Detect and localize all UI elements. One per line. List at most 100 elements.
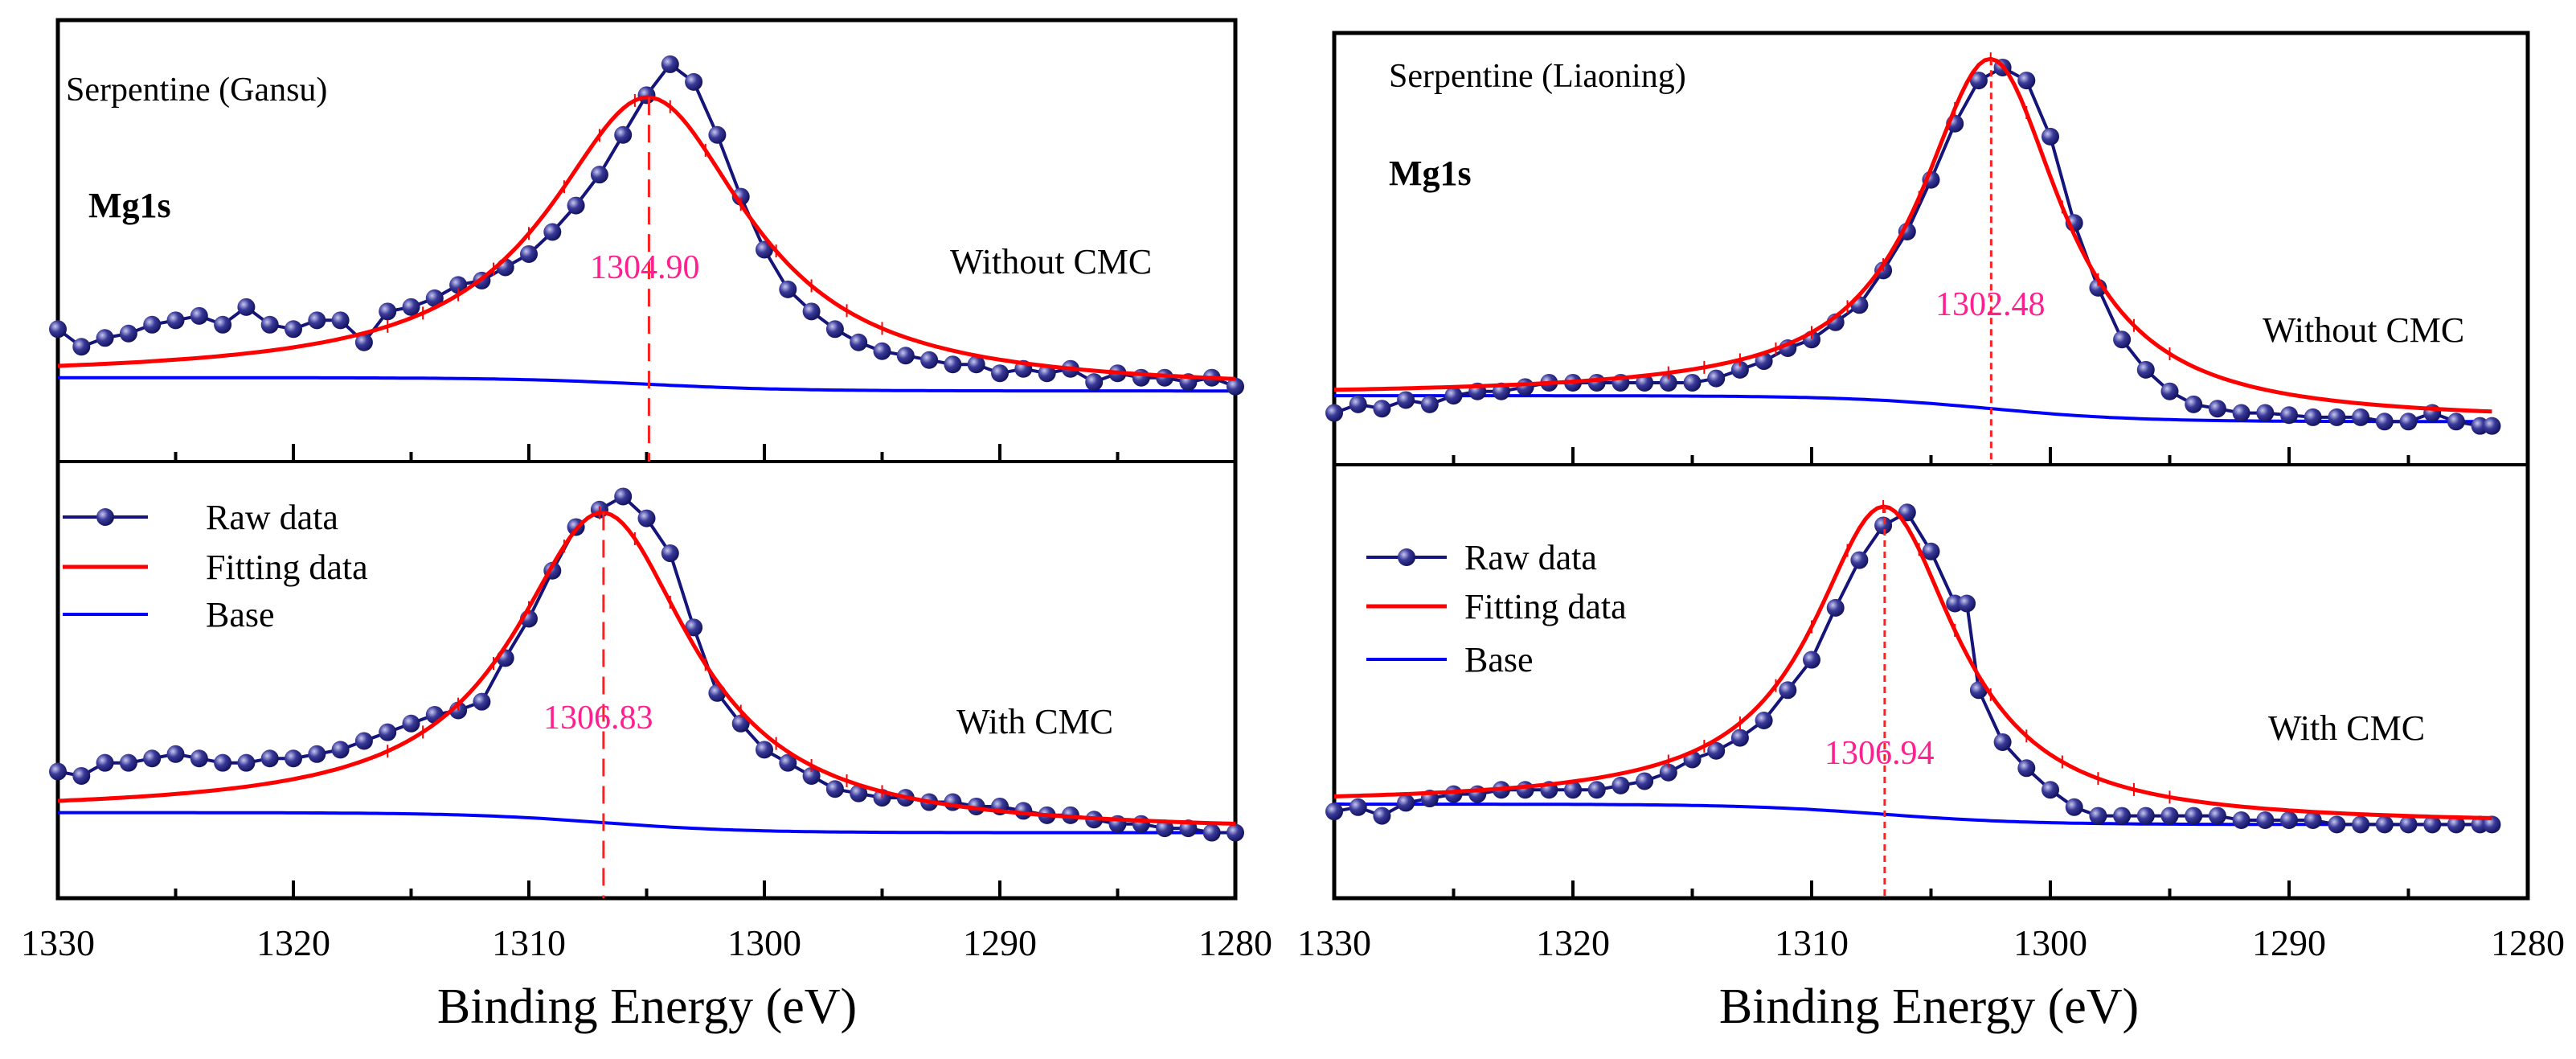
raw-data-point	[1683, 373, 1702, 392]
raw-data-point	[2352, 408, 2370, 426]
raw-data-point	[590, 166, 608, 184]
raw-data-point	[2328, 408, 2346, 426]
raw-data-point	[661, 55, 679, 73]
raw-data-point	[637, 86, 656, 105]
legend: Raw data Fitting data Base	[63, 498, 368, 634]
raw-data-point	[285, 320, 302, 339]
raw-data-point	[1636, 772, 1654, 790]
raw-data-point	[685, 618, 703, 637]
x-tick-label: 1290	[2252, 922, 2326, 963]
plot-area: 1330 1320 1310 1300 1290 12801304.901306.8313…	[21, 18, 2565, 963]
base-line	[1334, 802, 2492, 827]
raw-data-point	[1227, 377, 1244, 396]
legend: Raw data Fitting data Base	[1366, 538, 1627, 679]
raw-data-point	[2423, 815, 2442, 834]
x-tick-label: 1330	[21, 922, 95, 963]
raw-data-point	[2185, 807, 2203, 825]
raw-data-point	[567, 196, 585, 215]
x-tick-label: 1290	[963, 922, 1037, 963]
raw-data-point	[2017, 759, 2036, 778]
raw-data-point	[1659, 373, 1677, 392]
raw-data-point	[967, 355, 985, 374]
raw-data-point	[2256, 404, 2275, 422]
raw-data-point	[473, 692, 491, 711]
raw-data-point	[1826, 598, 1845, 617]
raw-data-point	[802, 302, 821, 321]
base-line	[1334, 394, 2492, 424]
legend-label-base: Base	[206, 595, 275, 634]
raw-data-point	[425, 289, 444, 307]
fitting-curve	[57, 511, 1236, 826]
raw-data-point	[1156, 368, 1174, 387]
raw-data-point	[1444, 387, 1463, 405]
raw-data-point	[543, 223, 562, 241]
raw-data-point	[1659, 763, 1677, 782]
raw-data-point	[49, 762, 67, 781]
raw-data-point	[1325, 404, 1343, 422]
raw-data-point	[143, 315, 162, 334]
raw-data-point	[72, 338, 91, 356]
raw-data-point	[2232, 811, 2250, 829]
raw-data-point	[2399, 413, 2418, 431]
raw-data-point	[2042, 781, 2059, 799]
raw-data-point	[850, 784, 868, 802]
raw-data-point	[779, 280, 797, 298]
raw-data-point	[96, 329, 114, 347]
raw-data-point	[1516, 781, 1534, 799]
raw-data-point	[1373, 807, 1391, 825]
x-tick-label: 1300	[727, 922, 801, 963]
legend-label-fit: Fitting data	[1464, 587, 1627, 626]
raw-data-point	[896, 347, 915, 365]
raw-data-point	[2113, 330, 2132, 349]
base-line	[58, 376, 1235, 393]
fitting-curve	[1333, 504, 2492, 820]
raw-data-point	[1922, 542, 1940, 560]
raw-data-point	[708, 125, 727, 144]
raw-data-point	[2447, 815, 2465, 834]
raw-data-point	[802, 766, 821, 785]
x-tick-label: 1280	[1198, 922, 1272, 963]
raw-data-point	[1227, 823, 1244, 842]
legend-label-raw: Raw data	[1464, 538, 1597, 577]
chart-title: Serpentine (Liaoning)	[1389, 58, 1686, 95]
raw-data-point	[1874, 516, 1893, 535]
legend-label-fit: Fitting data	[206, 548, 368, 587]
raw-data-point	[1587, 781, 1606, 799]
raw-data-point	[1612, 776, 1630, 794]
peak-position-label: 1306.94	[1824, 735, 1935, 772]
raw-data-point	[756, 741, 773, 759]
raw-data-point	[1085, 373, 1104, 392]
raw-data-point	[944, 355, 962, 374]
legend-label-base: Base	[1464, 640, 1534, 679]
raw-data-point	[2280, 811, 2298, 829]
raw-data-point	[520, 244, 538, 263]
chart-1: 1330 1320 1310 1300 1290 1280 1302.48 1306.94	[1297, 31, 2565, 963]
raw-data-point	[825, 320, 844, 339]
raw-data-point	[2160, 382, 2179, 400]
chart-gansu: Serpentine (Gansu) Mg1s Without CMC With…	[63, 72, 1152, 1034]
raw-data-point	[143, 749, 162, 768]
peak-position-label: 1302.48	[1935, 286, 2046, 323]
raw-data-point	[991, 364, 1009, 383]
peak-position-label: 1306.83	[543, 700, 653, 737]
raw-data-point	[1755, 352, 1773, 371]
x-tick-label: 1320	[256, 922, 330, 963]
raw-data-point	[379, 302, 397, 321]
raw-data-point	[2065, 798, 2083, 816]
raw-data-point	[2232, 404, 2250, 422]
raw-data-point	[331, 741, 350, 759]
raw-data-point	[285, 749, 302, 768]
raw-data-point	[260, 315, 279, 334]
raw-data-point	[1850, 551, 1869, 569]
raw-data-point	[166, 745, 185, 763]
raw-data-point	[614, 487, 633, 506]
raw-data-point	[1779, 681, 1797, 700]
raw-data-point	[449, 276, 468, 294]
raw-data-point	[49, 320, 67, 339]
subplot-without-cmc: 1304.90	[49, 55, 1244, 462]
raw-data-point	[661, 544, 679, 563]
legend-raw-marker	[96, 508, 114, 526]
chart-liaoning: Serpentine (Liaoning) Mg1s Without CMC W…	[1366, 58, 2464, 1034]
raw-data-point	[2280, 406, 2298, 425]
raw-data-point	[1132, 368, 1150, 387]
